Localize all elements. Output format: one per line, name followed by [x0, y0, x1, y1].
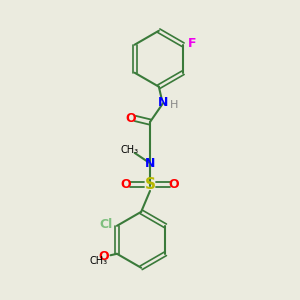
Text: CH₃: CH₃ — [120, 145, 139, 155]
Text: O: O — [125, 112, 136, 125]
Text: CH₃: CH₃ — [90, 256, 108, 266]
Text: H: H — [170, 100, 178, 110]
Text: O: O — [121, 178, 131, 191]
Text: Cl: Cl — [99, 218, 112, 231]
Text: O: O — [98, 250, 109, 263]
Text: F: F — [188, 37, 196, 50]
Text: N: N — [145, 157, 155, 170]
Text: N: N — [158, 96, 168, 110]
Text: S: S — [145, 177, 155, 192]
Text: O: O — [169, 178, 179, 191]
